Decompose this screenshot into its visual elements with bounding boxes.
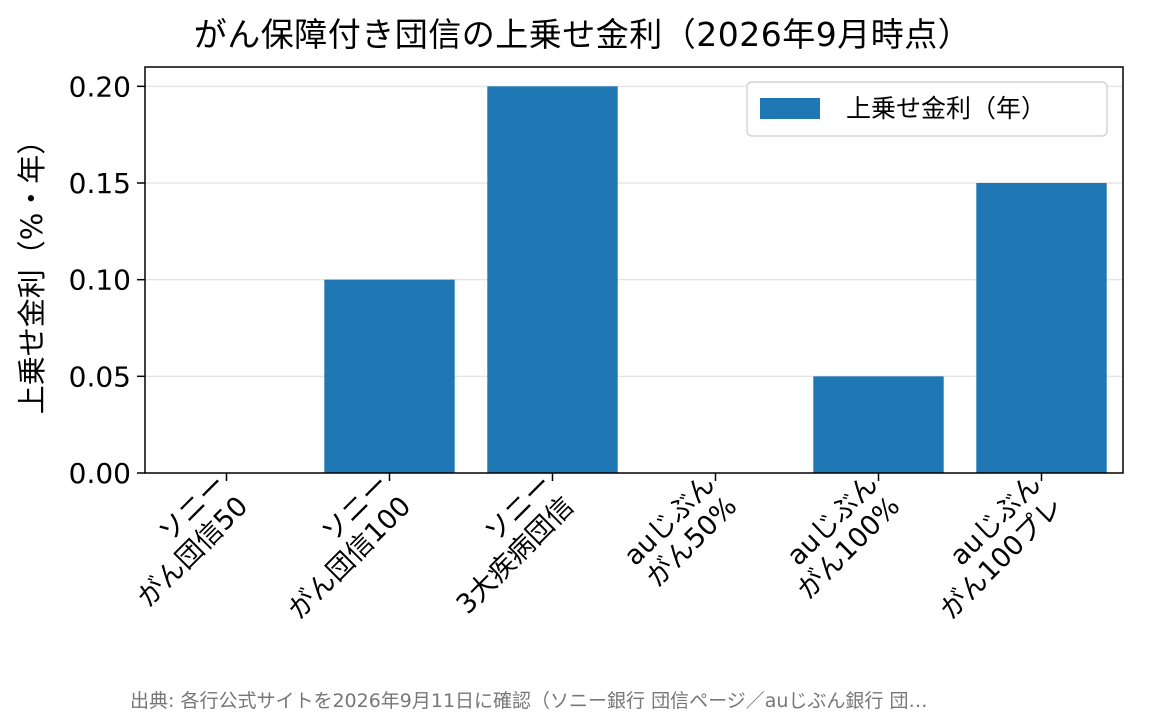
plot-frame [144,66,1124,474]
legend: 上乗せ金利（年） [746,81,1108,137]
legend-swatch [760,98,820,119]
y-tick-label: 0.20 [69,70,131,103]
bar [487,86,618,473]
y-tick-label: 0.00 [69,457,131,490]
y-tick-label: 0.10 [69,264,131,297]
y-axis-label: 上乗せ金利（%・年） [15,126,49,415]
chart-title: がん保障付き団信の上乗せ金利（2026年9月時点） [193,15,972,54]
bar [813,376,944,473]
gridlines [145,85,1123,378]
bar [976,183,1107,473]
y-axis: 0.00 0.05 0.10 0.15 0.20 [69,70,145,490]
source-note: 出典: 各行公式サイトを2026年9月11日に確認（ソニー銀行 団信ページ／au… [130,690,928,712]
legend-box [746,81,1108,137]
bars [324,86,1107,473]
y-tick-label: 0.15 [69,167,131,200]
legend-label: 上乗せ金利（年） [846,94,1046,123]
y-tick-label: 0.05 [69,360,131,393]
bar [324,279,455,473]
